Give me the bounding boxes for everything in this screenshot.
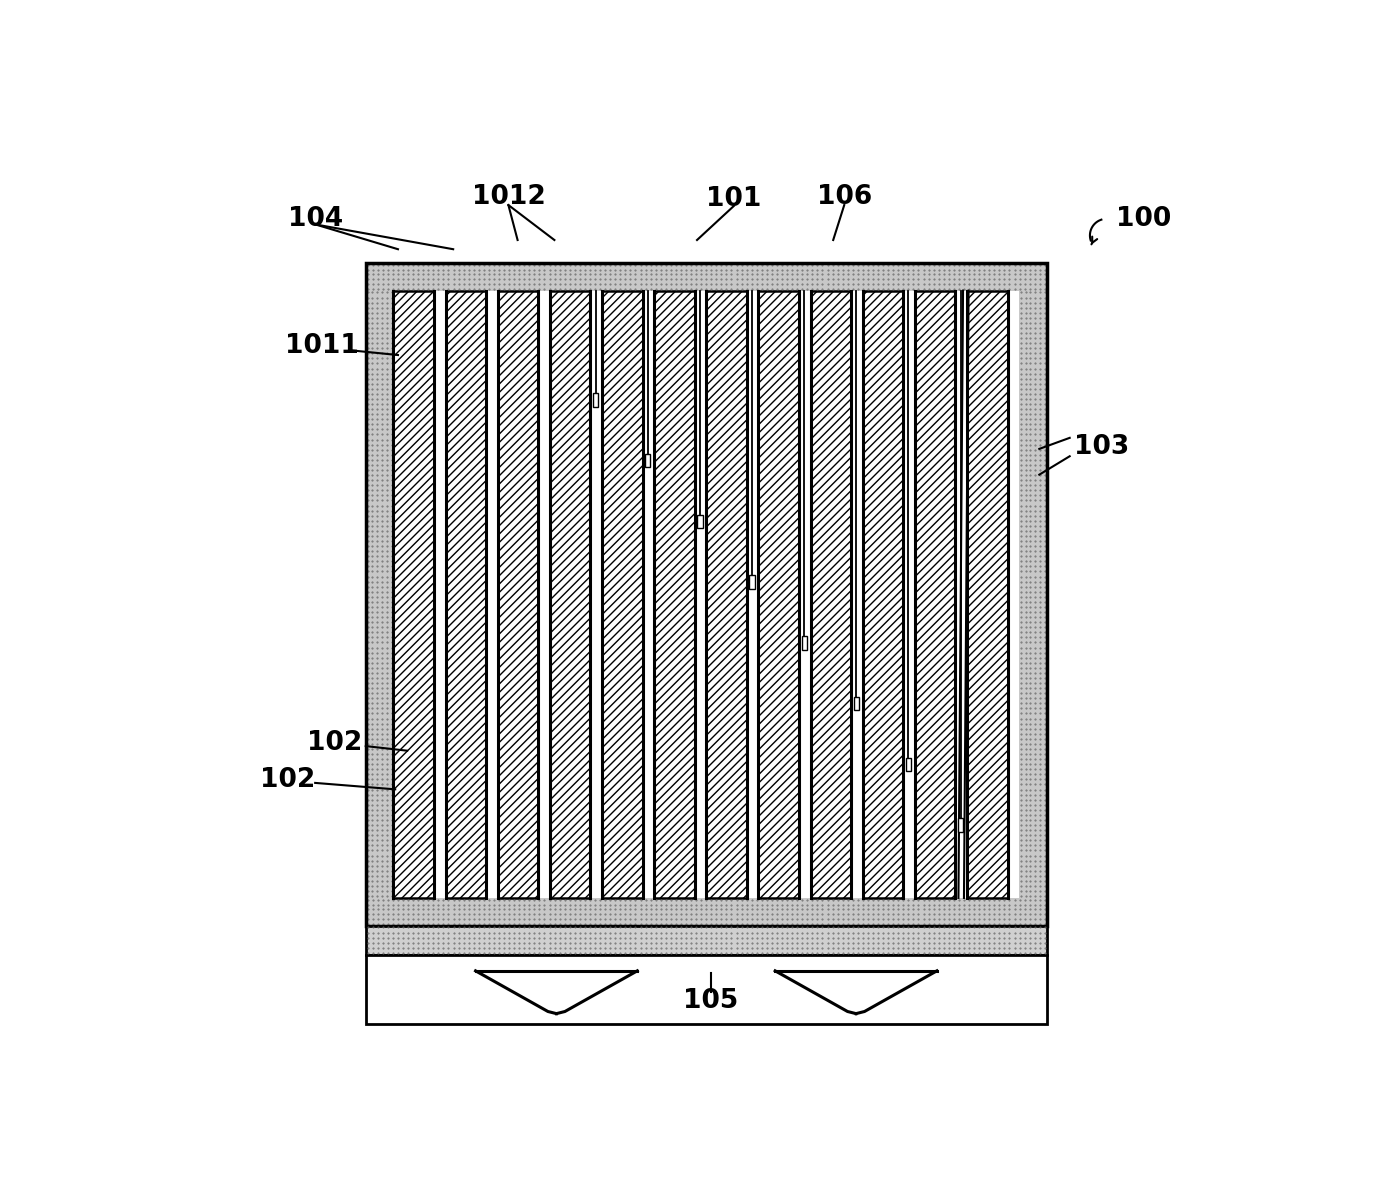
Text: 105: 105 xyxy=(683,988,739,1015)
Bar xyxy=(750,576,755,589)
Bar xyxy=(593,393,598,406)
Bar xyxy=(697,515,703,528)
Bar xyxy=(393,290,434,897)
Bar xyxy=(810,290,852,897)
Bar xyxy=(655,290,695,897)
Bar xyxy=(645,454,650,467)
Bar xyxy=(393,290,1020,897)
Bar xyxy=(365,290,393,897)
Bar xyxy=(854,697,858,710)
Text: 103: 103 xyxy=(1075,434,1130,460)
Bar xyxy=(758,290,799,897)
Bar xyxy=(550,290,590,897)
Bar xyxy=(1020,290,1047,897)
Bar xyxy=(863,290,904,897)
Text: 1011: 1011 xyxy=(285,333,358,358)
Text: 106: 106 xyxy=(817,184,872,210)
Bar xyxy=(445,290,486,897)
Text: 1012: 1012 xyxy=(471,184,546,210)
Bar xyxy=(602,290,642,897)
Bar xyxy=(365,926,1047,955)
Bar xyxy=(915,290,955,897)
Text: 100: 100 xyxy=(1116,206,1171,232)
Text: 102: 102 xyxy=(307,730,362,756)
Text: 101: 101 xyxy=(706,185,762,212)
Bar xyxy=(707,290,747,897)
Bar xyxy=(365,263,1047,926)
Bar xyxy=(905,758,911,771)
Bar xyxy=(967,290,1007,897)
Bar xyxy=(958,819,963,832)
Bar xyxy=(365,897,1047,926)
Text: 104: 104 xyxy=(288,206,343,232)
Bar xyxy=(365,263,1047,290)
Bar xyxy=(802,636,806,650)
Text: 102: 102 xyxy=(260,767,316,793)
Bar xyxy=(497,290,539,897)
Bar xyxy=(365,955,1047,1024)
